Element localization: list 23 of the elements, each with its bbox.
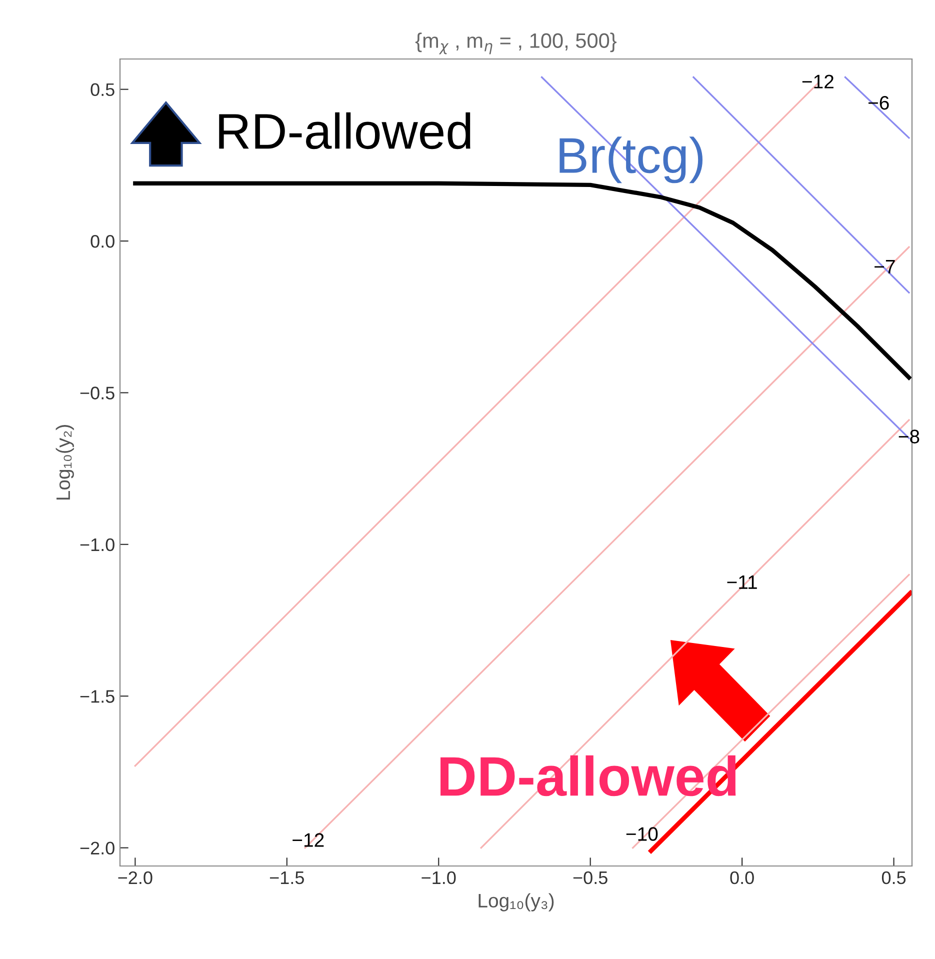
x-tick-label: −0.5 — [573, 871, 608, 884]
y-tick-label: −1.0 — [80, 538, 114, 552]
annotation: −7 — [874, 260, 895, 274]
y-axis-title: Log₁₀(y₂) — [56, 425, 74, 500]
annotation: −10 — [626, 827, 658, 841]
y-tick-label: 0.5 — [90, 83, 114, 96]
annotation: −12 — [802, 74, 834, 88]
y-tick-label: −0.5 — [80, 386, 114, 400]
y-tick-label: −1.5 — [80, 690, 114, 703]
y-tick-label: −2.0 — [80, 842, 114, 855]
annotation: −12 — [292, 833, 324, 847]
annotation: −8 — [898, 430, 920, 444]
chart-title: {m$_{χ}$ , m$_{η}$ = , 100, 500} — [415, 32, 616, 54]
x-tick-label: −2.0 — [118, 871, 152, 884]
x-axis-title: Log₁₀(y₃) — [478, 893, 554, 912]
x-tick-label: −1.0 — [422, 871, 456, 884]
annotation: RD-allowed — [219, 112, 470, 150]
annotation: −6 — [868, 96, 889, 110]
annotation: −11 — [727, 576, 757, 589]
x-tick-label: 0.5 — [882, 871, 906, 884]
y-tick-label: 0.0 — [90, 234, 114, 248]
x-tick-label: 0.0 — [730, 871, 754, 884]
x-tick-label: −1.5 — [270, 872, 304, 884]
